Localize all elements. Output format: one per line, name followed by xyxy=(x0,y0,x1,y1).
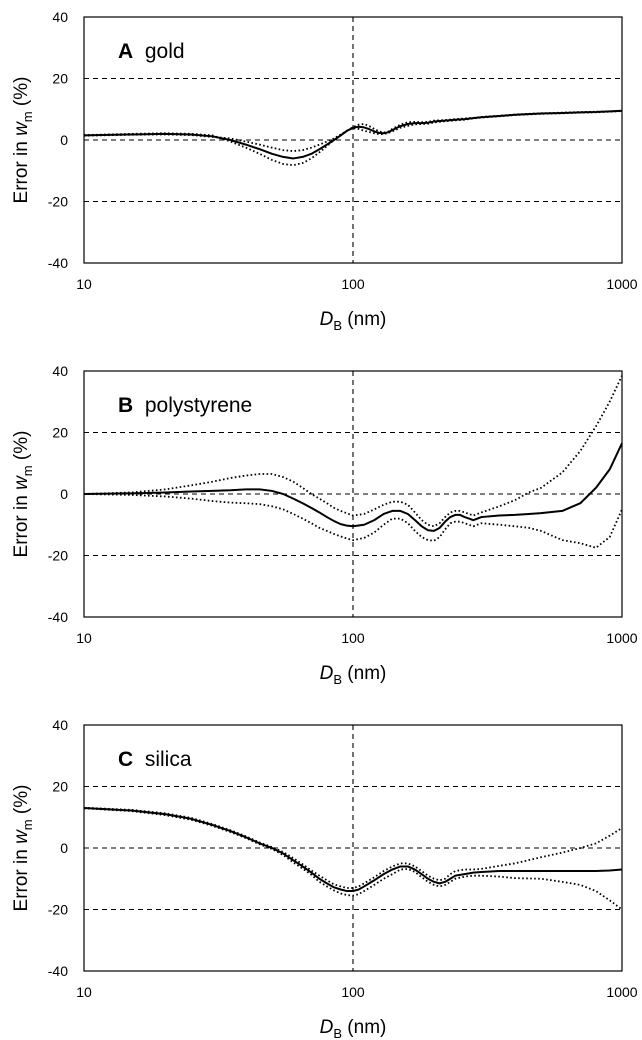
panel-label: C silica xyxy=(118,748,192,771)
x-axis-title: DB (nm) xyxy=(320,663,387,687)
y-tick-label: 40 xyxy=(52,9,68,25)
y-tick-label: -20 xyxy=(48,548,68,564)
panel-label: B polystyrene xyxy=(118,394,252,417)
series-line-dotted-2 xyxy=(83,807,623,911)
series-line-dotted-1 xyxy=(83,109,623,167)
y-tick-label: -40 xyxy=(48,255,68,271)
y-tick-label: 40 xyxy=(52,717,68,733)
series-line-dotted-1 xyxy=(83,375,623,528)
series-line-solid xyxy=(83,442,623,532)
y-tick-label: -20 xyxy=(48,194,68,210)
y-tick-label: 0 xyxy=(60,840,68,856)
chart-panel-b: 40 20 0 -20 -40 10 100 1000 B polystyrene DB (nm)… xyxy=(11,363,638,687)
y-tick-label: 0 xyxy=(60,132,68,148)
x-axis-title: DB (nm) xyxy=(320,309,387,333)
x-tick-label: 10 xyxy=(76,984,92,1000)
y-axis-title: Error in wm (%) xyxy=(11,785,35,912)
chart-panel-c: 40 20 0 -20 -40 10 100 1000 C silica DB (nm) Error… xyxy=(11,717,638,1040)
y-tick-label: 40 xyxy=(52,363,68,379)
chart-panel-a: 40 20 0 -20 -40 10 100 1000 A gold DB (nm) Error i… xyxy=(11,9,638,333)
series-line-dotted-2 xyxy=(83,493,623,549)
y-axis-title: Error in wm (%) xyxy=(11,77,35,204)
series-line-dotted-1 xyxy=(83,806,623,889)
y-tick-label: -40 xyxy=(48,609,68,625)
x-tick-label: 100 xyxy=(341,276,365,292)
y-tick-label: 20 xyxy=(52,425,68,441)
y-axis-title: Error in wm (%) xyxy=(11,431,35,558)
x-tick-label: 1000 xyxy=(606,276,637,292)
y-tick-label: -20 xyxy=(48,902,68,918)
x-tick-label: 1000 xyxy=(606,984,637,1000)
y-tick-label: 20 xyxy=(52,779,68,795)
panel-label: A gold xyxy=(118,40,185,63)
x-tick-label: 1000 xyxy=(606,630,637,646)
y-tick-label: 20 xyxy=(52,71,68,87)
x-tick-label: 100 xyxy=(341,984,365,1000)
plot-frame xyxy=(83,16,623,264)
x-axis-title: DB (nm) xyxy=(320,1017,387,1040)
y-tick-label: -40 xyxy=(48,963,68,979)
plot-frame xyxy=(83,724,623,972)
x-tick-label: 100 xyxy=(341,630,365,646)
y-tick-label: 0 xyxy=(60,486,68,502)
x-tick-label: 10 xyxy=(76,630,92,646)
x-tick-label: 10 xyxy=(76,276,92,292)
